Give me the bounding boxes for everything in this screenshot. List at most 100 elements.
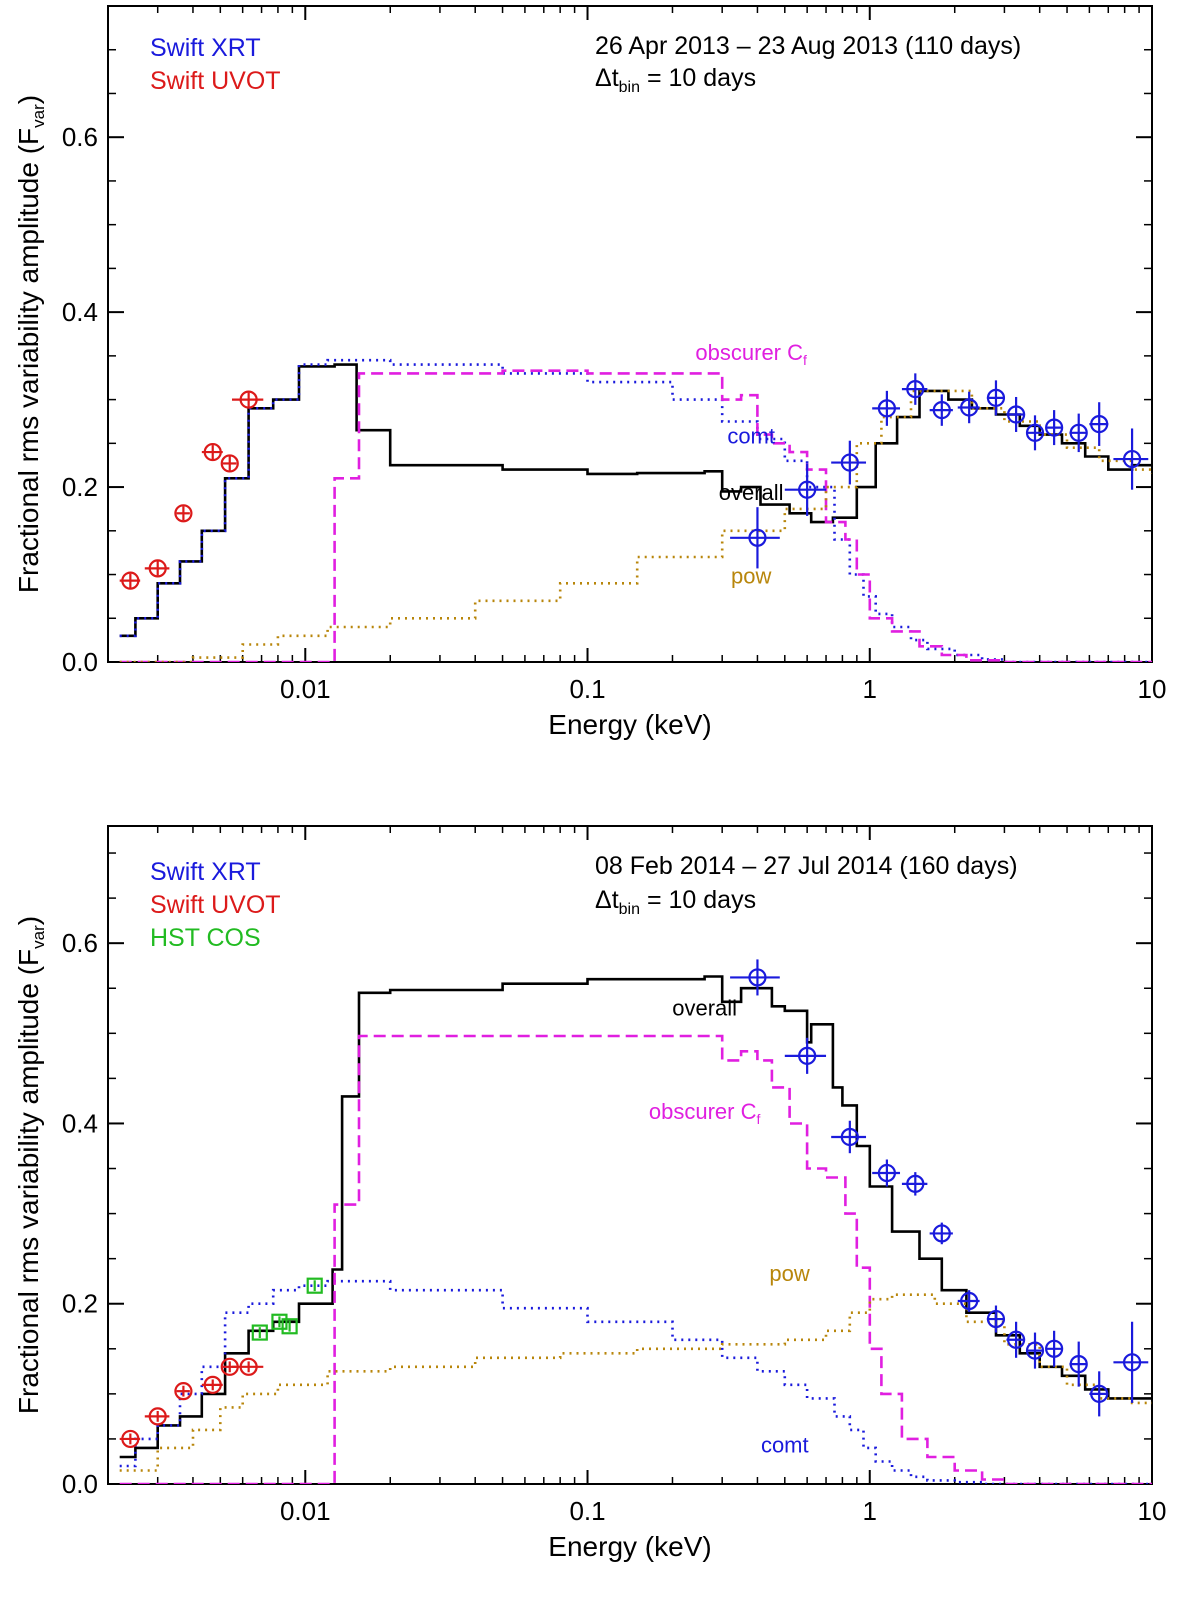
bottom-panel: 0.01 0.1 1 10 0.0 0.2 0.4 0.6 Energy (keV) Fracti… <box>13 825 1166 1562</box>
x-tick-label: 0.01 <box>280 674 331 704</box>
swift-xrt-data-point <box>901 373 928 405</box>
swift-xrt-data-point <box>1045 1330 1064 1367</box>
swift-uvot-marker <box>220 454 239 473</box>
plot-frame <box>107 825 1153 1485</box>
x-axis-title: Energy (keV) <box>548 709 711 740</box>
swift-xrt-marker <box>840 1127 859 1147</box>
swift-xrt-data-point <box>929 394 953 426</box>
y-tick-label: 0.0 <box>62 647 98 677</box>
bin-width: Δtbin = 10 days <box>595 64 756 96</box>
swift-xrt-marker <box>1007 405 1026 424</box>
swift-xrt-data-point <box>831 1120 867 1154</box>
swift-xrt-marker <box>798 1046 817 1065</box>
bin-width-sub: bin <box>619 79 640 96</box>
y-tick-label: 0.0 <box>62 1469 98 1499</box>
swift-uvot-data-point <box>144 1407 170 1426</box>
y-axis-title: Fractional rms variability amplitude (Fv… <box>13 916 48 1414</box>
swift-uvot-marker <box>121 571 140 590</box>
swift-xrt-marker <box>1122 1353 1142 1372</box>
x-axis-title: Energy (keV) <box>548 1531 711 1562</box>
pow-curve-label: pow <box>769 1261 809 1286</box>
obscurer-c-f-series-line <box>119 1034 1152 1484</box>
swift-xrt-marker <box>798 480 817 499</box>
swift-uvot-marker <box>203 1375 222 1394</box>
y-tick-label: 0.4 <box>62 1108 98 1138</box>
bin-width-sub: bin <box>619 901 640 918</box>
plot-area <box>119 358 1152 662</box>
bin-width-rest: = 10 days <box>640 886 756 914</box>
x-tick-label: 0.1 <box>569 674 605 704</box>
swift-uvot-data-point <box>119 571 141 590</box>
y-tick-label: 0.2 <box>62 472 98 502</box>
swift-xrt-marker <box>932 1224 951 1243</box>
hst-cos-marker <box>281 1318 298 1335</box>
curve-label-text: pow <box>731 563 771 588</box>
comt-curve-label: comt <box>761 1432 809 1457</box>
swift-xrt-marker <box>1090 414 1109 434</box>
curve-label-text: comt <box>727 423 775 448</box>
swift-uvot-data-point <box>201 1375 223 1394</box>
swift-xrt-data-point <box>957 1290 980 1312</box>
swift-xrt-marker <box>1122 449 1142 469</box>
curve-label-text: overall <box>719 480 784 505</box>
swift-xrt-marker <box>960 1291 979 1311</box>
swift-uvot-marker <box>148 559 167 578</box>
curve-label-sub: f <box>803 352 807 368</box>
swift-xrt-marker <box>1069 1355 1088 1374</box>
x-tick-label: 1 <box>863 1496 877 1526</box>
swift-uvot-data-point <box>201 442 223 462</box>
y-axis-title-end: ) <box>13 95 44 104</box>
y-axis-title: Fractional rms variability amplitude (Fv… <box>13 95 48 593</box>
x-tick-label: 1 <box>863 674 877 704</box>
swift-xrt-data-point <box>1113 428 1149 490</box>
y-tick-label: 0.6 <box>62 122 98 152</box>
swift-xrt-data-point <box>1089 1371 1109 1417</box>
curve-label-text: pow <box>769 1261 809 1286</box>
swift-uvot-data-point <box>119 1429 141 1449</box>
swift-xrt-data-point <box>1006 1321 1026 1358</box>
swift-xrt-marker <box>1090 1384 1109 1403</box>
swift-uvot-data-point <box>231 1357 264 1376</box>
y-axis-title-sub: var <box>29 104 48 128</box>
y-tick-label: 0.6 <box>62 928 98 958</box>
y-axis-title-end: ) <box>13 916 44 925</box>
date-range: 26 Apr 2013 – 23 Aug 2013 (110 days) <box>595 32 1021 60</box>
swift-xrt-marker <box>877 399 896 418</box>
obscurer-c-f-series-line <box>119 369 1152 662</box>
y-tick-label: 0.4 <box>62 297 98 327</box>
y-tick-label: 0.2 <box>62 1289 98 1319</box>
swift-uvot-data-point <box>231 390 264 409</box>
swift-xrt-data-point <box>730 507 780 569</box>
swift-xrt-data-point <box>831 440 867 485</box>
swift-xrt-marker <box>1069 423 1088 442</box>
swift-uvot-marker <box>239 390 258 409</box>
swift-xrt-data-point <box>872 1159 901 1187</box>
swift-uvot-data-point <box>174 1382 193 1401</box>
hst-cos-marker <box>251 1324 268 1341</box>
legend-hst-cos: HST COS <box>150 924 261 952</box>
curve-label-text: comt <box>761 1432 809 1457</box>
swift-xrt-marker <box>1007 1330 1026 1349</box>
curve-label-sub: f <box>756 1111 760 1127</box>
obscurer-c-curve-label: obscurer Cf <box>649 1099 761 1127</box>
swift-xrt-data-point <box>1069 1341 1088 1387</box>
swift-uvot-data-point <box>144 559 170 578</box>
swift-xrt-data-point <box>1113 1321 1149 1403</box>
hst-cos-marker <box>271 1313 288 1330</box>
swift-xrt-data-point <box>1025 415 1045 451</box>
swift-xrt-data-point <box>957 391 980 424</box>
legend-swift-uvot: Swift UVOT <box>150 67 281 95</box>
swift-uvot-data-point <box>174 504 193 523</box>
swift-uvot-marker <box>174 1382 193 1401</box>
obscurer-c-curve-label: obscurer Cf <box>695 340 807 368</box>
swift-uvot-marker <box>148 1407 167 1426</box>
x-tick-label: 10 <box>1138 674 1167 704</box>
swift-xrt-marker <box>1045 1339 1064 1358</box>
swift-xrt-data-point <box>929 1222 953 1245</box>
swift-xrt-marker <box>932 400 951 420</box>
legend-swift-xrt: Swift XRT <box>150 858 261 886</box>
swift-xrt-data-point <box>1045 410 1064 446</box>
curve-label-text: obscurer C <box>695 340 803 365</box>
swift-uvot-data-point <box>220 454 239 473</box>
